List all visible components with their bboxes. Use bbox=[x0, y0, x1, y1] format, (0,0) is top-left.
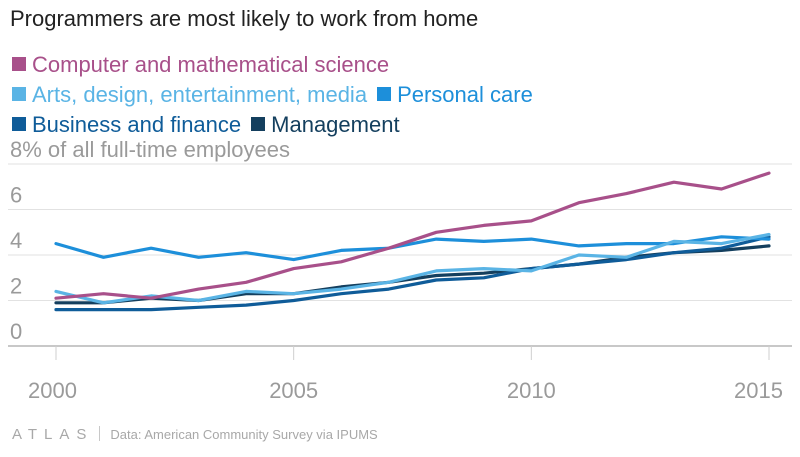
x-tick-label: 2015 bbox=[734, 378, 783, 403]
legend-item-computer-and-mathematical-science: Computer and mathematical science bbox=[12, 50, 389, 80]
legend-swatch bbox=[12, 117, 26, 131]
legend-item-personal-care: Personal care bbox=[377, 80, 533, 110]
y-tick-label: 6 bbox=[10, 183, 22, 208]
legend-label: Arts, design, entertainment, media bbox=[32, 82, 368, 107]
legend-item-management: Management bbox=[251, 110, 400, 140]
chart-title: Programmers are most likely to work from… bbox=[10, 6, 479, 31]
legend-row: Business and finance Management bbox=[12, 110, 792, 140]
y-tick-label: 8% of all full-time employees bbox=[10, 137, 290, 162]
legend-label: Computer and mathematical science bbox=[32, 52, 390, 77]
chart-footer: ATLAS Data: American Community Survey via… bbox=[12, 426, 378, 443]
legend-label: Management bbox=[271, 112, 400, 137]
legend-item-arts-design-entertainment-media: Arts, design, entertainment, media bbox=[12, 80, 367, 110]
legend-swatch bbox=[12, 57, 26, 71]
series-line-arts-design-entertainment-media bbox=[54, 232, 771, 305]
source-note: Data: American Community Survey via IPUM… bbox=[110, 427, 378, 442]
footer-separator bbox=[99, 426, 101, 441]
legend-swatch bbox=[12, 87, 26, 101]
x-tick-label: 2005 bbox=[269, 378, 318, 403]
y-tick-label: 4 bbox=[10, 228, 22, 253]
y-tick-label: 0 bbox=[10, 319, 22, 344]
chart-legend: Computer and mathematical science Arts, d… bbox=[12, 50, 792, 140]
series-line-business-and-finance bbox=[54, 235, 771, 312]
series-line-personal-care bbox=[54, 235, 771, 262]
legend-row: Computer and mathematical science bbox=[12, 50, 792, 80]
legend-item-business-and-finance: Business and finance bbox=[12, 110, 241, 140]
legend-swatch bbox=[251, 117, 266, 131]
legend-swatch bbox=[377, 87, 392, 101]
x-tick-label: 2010 bbox=[507, 378, 556, 403]
x-tick-label: 2000 bbox=[28, 378, 77, 403]
series-line-computer-and-mathematical-science bbox=[54, 171, 771, 300]
atlas-logo: ATLAS bbox=[12, 426, 94, 443]
legend-label: Personal care bbox=[397, 82, 533, 107]
legend-row: Arts, design, entertainment, media Person… bbox=[12, 80, 792, 110]
y-tick-label: 2 bbox=[10, 274, 22, 299]
legend-label: Business and finance bbox=[32, 112, 242, 137]
